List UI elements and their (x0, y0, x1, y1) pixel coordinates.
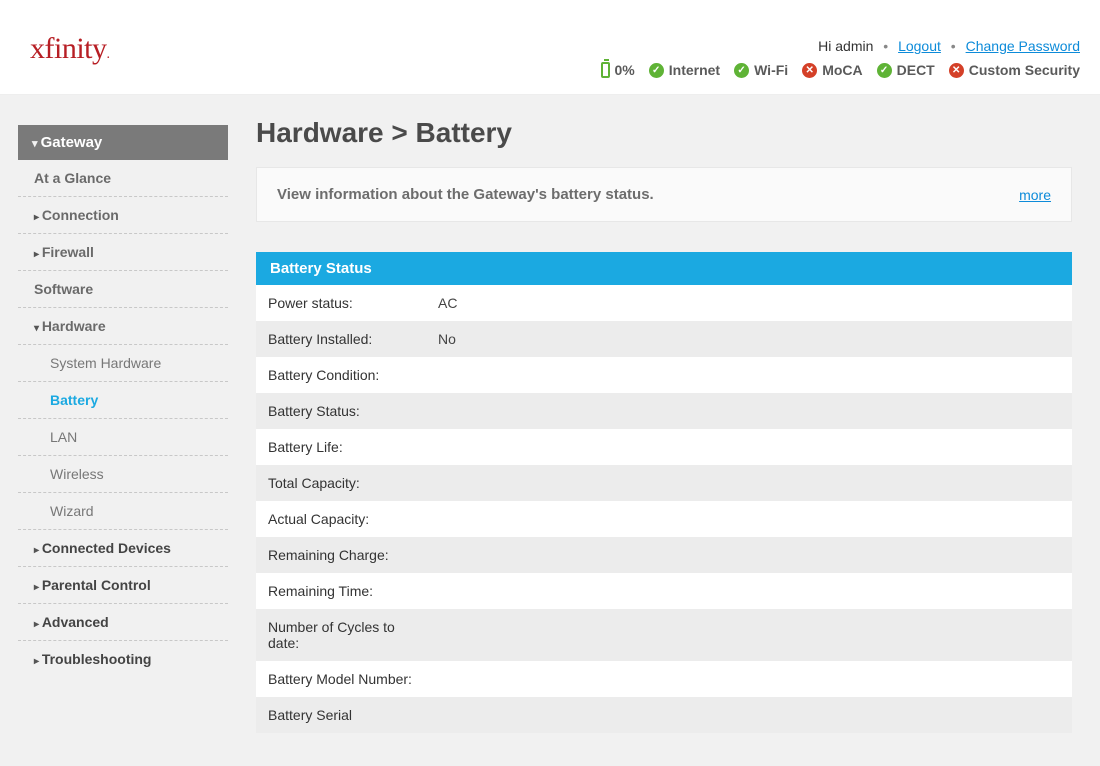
sidebar-item-advanced[interactable]: Advanced (18, 604, 228, 641)
row-label: Total Capacity: (256, 465, 426, 501)
table-row: Battery Installed:No (256, 321, 1072, 357)
row-label: Battery Life: (256, 429, 426, 465)
sidebar-item-wireless[interactable]: Wireless (18, 456, 228, 493)
table-row: Remaining Time: (256, 573, 1072, 609)
row-label: Battery Model Number: (256, 661, 426, 697)
logout-link[interactable]: Logout (898, 38, 941, 54)
table-row: Battery Condition: (256, 357, 1072, 393)
sidebar-item-battery[interactable]: Battery (18, 382, 228, 419)
table-row: Number of Cycles to date: (256, 609, 1072, 661)
row-value: AC (426, 285, 1072, 321)
account-bar: Hi admin • Logout • Change Password (818, 38, 1080, 54)
status-internet: ✓ Internet (649, 62, 720, 78)
battery-percent: 0% (615, 62, 635, 78)
check-icon: ✓ (649, 63, 664, 78)
table-row: Actual Capacity: (256, 501, 1072, 537)
row-label: Battery Serial (256, 697, 426, 733)
table-row: Battery Life: (256, 429, 1072, 465)
page-body: Gateway At a Glance Connection Firewall … (0, 95, 1100, 766)
sidebar-item-connection[interactable]: Connection (18, 197, 228, 234)
row-label: Power status: (256, 285, 426, 321)
brand-logo: xfinity. (30, 32, 110, 66)
sidebar-item-label: Hardware (42, 318, 106, 334)
table-row: Battery Model Number: (256, 661, 1072, 697)
sidebar-item-label: Parental Control (42, 577, 151, 593)
sidebar-item-label: Connection (42, 207, 119, 223)
sidebar-item-wizard[interactable]: Wizard (18, 493, 228, 530)
sidebar-item-parental-control[interactable]: Parental Control (18, 567, 228, 604)
sidebar-item-software[interactable]: Software (18, 271, 228, 308)
row-value (426, 429, 1072, 465)
sidebar-item-troubleshooting[interactable]: Troubleshooting (18, 641, 228, 677)
sidebar-item-hardware[interactable]: Hardware (18, 308, 228, 345)
status-label: MoCA (822, 62, 862, 78)
row-value: No (426, 321, 1072, 357)
table-row: Battery Status: (256, 393, 1072, 429)
row-label: Number of Cycles to date: (256, 609, 426, 661)
row-value (426, 357, 1072, 393)
row-label: Battery Installed: (256, 321, 426, 357)
row-value (426, 573, 1072, 609)
more-link[interactable]: more (1019, 187, 1051, 203)
table-row: Battery Serial (256, 697, 1072, 733)
status-wifi: ✓ Wi-Fi (734, 62, 788, 78)
row-label: Remaining Time: (256, 573, 426, 609)
sidebar-item-label: Firewall (42, 244, 94, 260)
page-title: Hardware > Battery (256, 117, 1072, 149)
sidebar-head-gateway[interactable]: Gateway (18, 125, 228, 160)
row-value (426, 661, 1072, 697)
sidebar-item-system-hardware[interactable]: System Hardware (18, 345, 228, 382)
header: xfinity. Hi admin • Logout • Change Pass… (0, 0, 1100, 95)
sidebar-item-connected-devices[interactable]: Connected Devices (18, 530, 228, 567)
status-dect: ✓ DECT (877, 62, 935, 78)
sidebar-item-label: Connected Devices (42, 540, 171, 556)
sidebar-item-at-a-glance[interactable]: At a Glance (18, 160, 228, 197)
check-icon: ✓ (734, 63, 749, 78)
row-value (426, 501, 1072, 537)
table-row: Total Capacity: (256, 465, 1072, 501)
sidebar: Gateway At a Glance Connection Firewall … (0, 95, 228, 766)
status-label: Internet (669, 62, 720, 78)
brand-text: xfinity (30, 32, 107, 65)
sidebar-item-label: Troubleshooting (42, 651, 152, 667)
table-row: Power status:AC (256, 285, 1072, 321)
status-label: DECT (897, 62, 935, 78)
table-row: Remaining Charge: (256, 537, 1072, 573)
panel-header-battery-status: Battery Status (256, 252, 1072, 285)
brand-suffix: . (107, 47, 110, 62)
x-icon: ✕ (949, 63, 964, 78)
info-box-text: View information about the Gateway's bat… (277, 186, 654, 203)
row-label: Battery Status: (256, 393, 426, 429)
sidebar-item-label: Advanced (42, 614, 109, 630)
row-label: Actual Capacity: (256, 501, 426, 537)
status-custom-security: ✕ Custom Security (949, 62, 1080, 78)
status-strip: 0% ✓ Internet ✓ Wi-Fi ✕ MoCA ✓ DECT ✕ Cu… (601, 62, 1080, 78)
info-box: View information about the Gateway's bat… (256, 167, 1072, 222)
sidebar-item-lan[interactable]: LAN (18, 419, 228, 456)
row-value (426, 697, 1072, 733)
main-content: Hardware > Battery View information abou… (228, 95, 1100, 766)
x-icon: ✕ (802, 63, 817, 78)
separator: • (883, 38, 888, 54)
battery-status-table: Power status:ACBattery Installed:NoBatte… (256, 285, 1072, 733)
row-label: Battery Condition: (256, 357, 426, 393)
separator: • (951, 38, 956, 54)
greeting-text: Hi admin (818, 38, 873, 54)
row-value (426, 537, 1072, 573)
row-value (426, 609, 1072, 661)
row-value (426, 465, 1072, 501)
status-label: Custom Security (969, 62, 1080, 78)
sidebar-item-firewall[interactable]: Firewall (18, 234, 228, 271)
row-value (426, 393, 1072, 429)
check-icon: ✓ (877, 63, 892, 78)
sidebar-menu: At a Glance Connection Firewall Software… (18, 160, 228, 677)
battery-status: 0% (601, 62, 635, 78)
status-label: Wi-Fi (754, 62, 788, 78)
change-password-link[interactable]: Change Password (966, 38, 1080, 54)
battery-icon (601, 62, 610, 78)
row-label: Remaining Charge: (256, 537, 426, 573)
status-moca: ✕ MoCA (802, 62, 862, 78)
